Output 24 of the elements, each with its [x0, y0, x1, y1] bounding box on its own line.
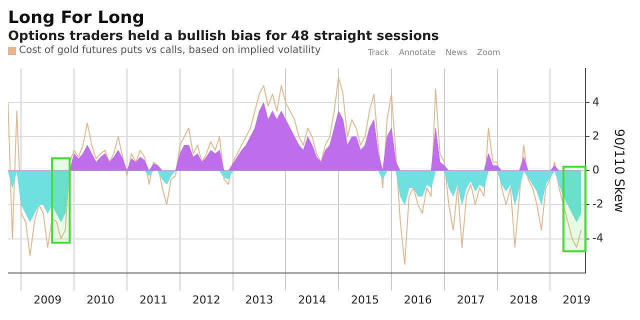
- y-tick-label: 0: [592, 164, 600, 177]
- text: News: [446, 48, 468, 57]
- x-tick-label: 2013: [245, 293, 274, 306]
- x-tick-label: 2012: [192, 293, 220, 306]
- text: Zoom: [477, 48, 500, 57]
- y-tick-label: 4: [592, 95, 600, 108]
- x-tick-label: 2014: [298, 293, 326, 306]
- x-tick-label: 2011: [139, 293, 168, 306]
- x-tick-label: 2017: [456, 293, 485, 306]
- y-tick-label: -4: [592, 232, 604, 245]
- y-tick-label: 2: [592, 130, 600, 143]
- x-tick-label: 2016: [404, 293, 432, 306]
- text: Annotate: [398, 48, 436, 57]
- x-tick-label: 2019: [562, 293, 591, 306]
- x-tick-label: 2009: [34, 293, 62, 306]
- x-tick-label: 2010: [86, 293, 115, 306]
- chart-title: Long For Long: [8, 8, 146, 28]
- y-tick-label: -2: [592, 198, 604, 211]
- x-tick-label: 2015: [351, 293, 380, 306]
- x-tick-label: 2018: [510, 293, 538, 306]
- text: Track: [368, 48, 389, 57]
- legend-label: Cost of gold futures puts vs calls, based on implied volatility: [19, 45, 321, 56]
- chart-subtitle: Options traders held a bullish bias for 48 straight sessions: [8, 28, 440, 45]
- y-axis-title: 90/110 Skew: [610, 128, 626, 213]
